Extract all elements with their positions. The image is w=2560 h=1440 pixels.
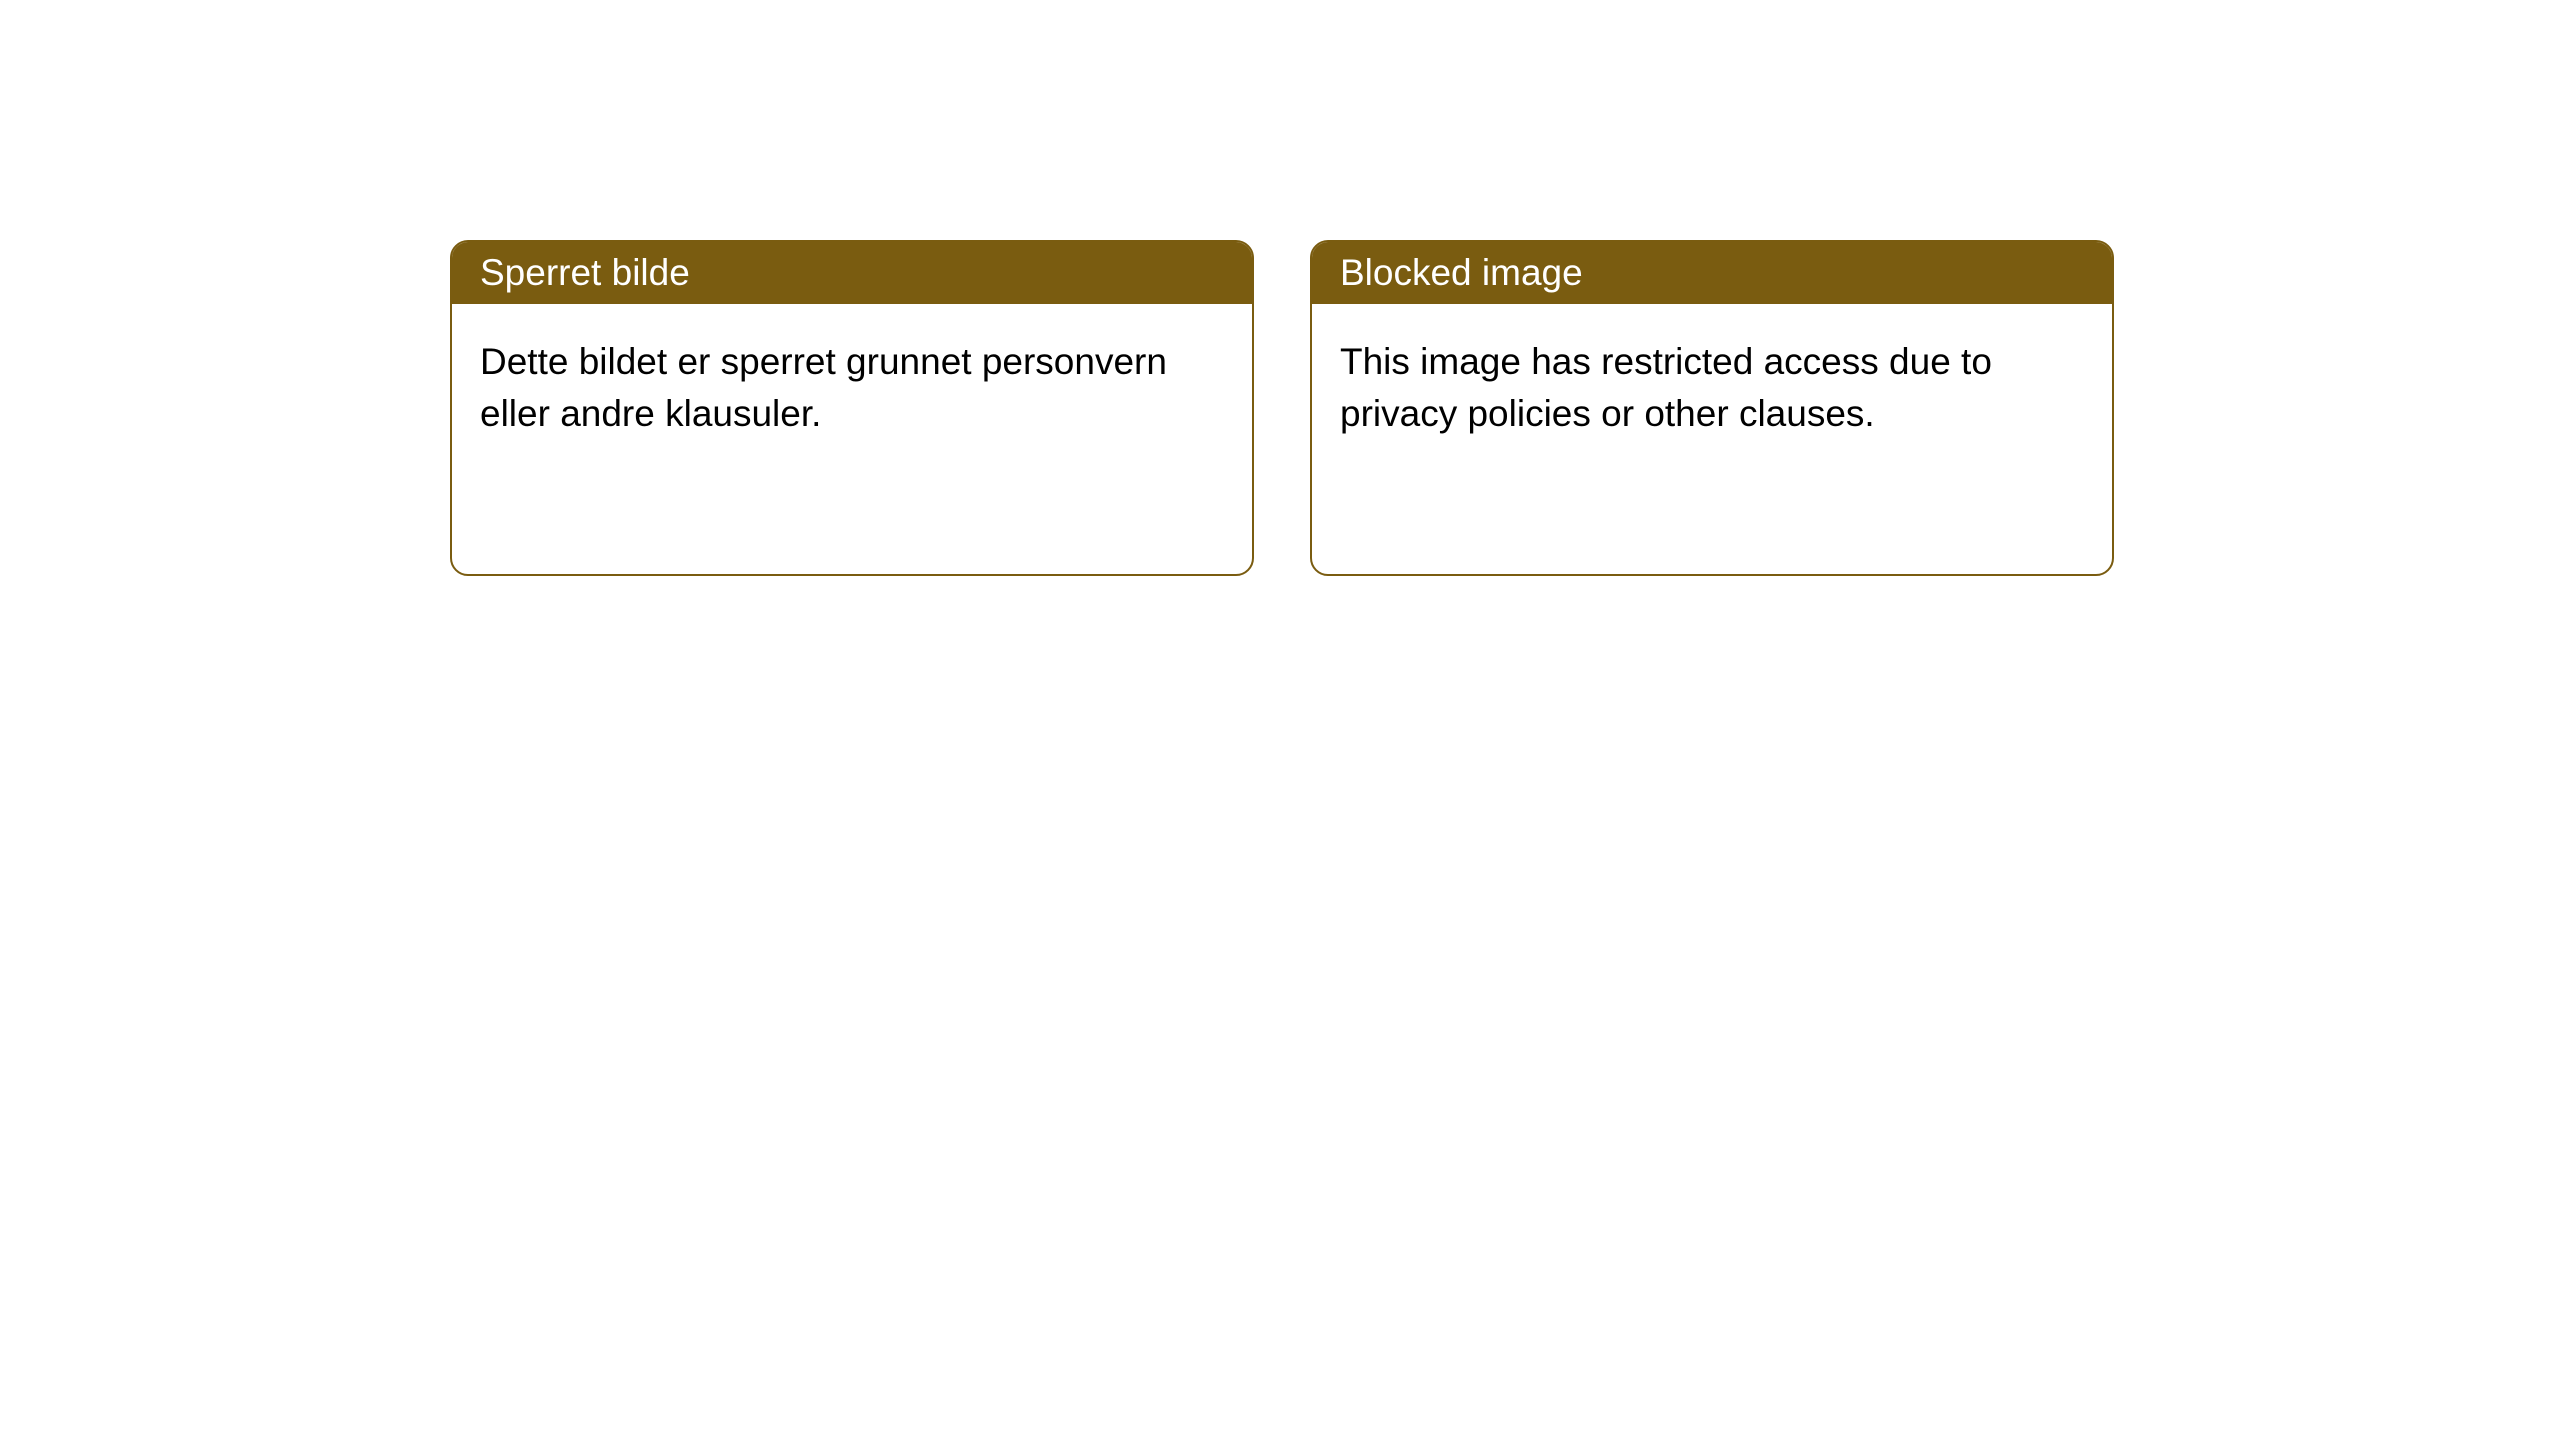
notice-header-norwegian: Sperret bilde bbox=[452, 242, 1252, 304]
notice-card-english: Blocked image This image has restricted … bbox=[1310, 240, 2114, 576]
notice-card-norwegian: Sperret bilde Dette bildet er sperret gr… bbox=[450, 240, 1254, 576]
notice-header-english: Blocked image bbox=[1312, 242, 2112, 304]
notice-body-norwegian: Dette bildet er sperret grunnet personve… bbox=[452, 304, 1252, 472]
notice-body-english: This image has restricted access due to … bbox=[1312, 304, 2112, 472]
notice-container: Sperret bilde Dette bildet er sperret gr… bbox=[0, 0, 2560, 576]
